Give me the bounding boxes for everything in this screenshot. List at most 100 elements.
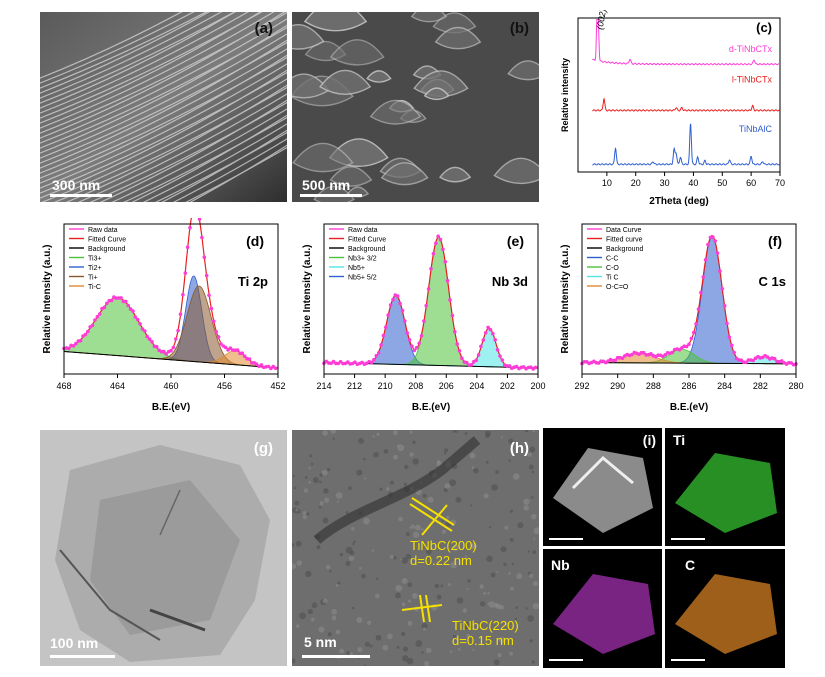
chart-d-ylabel: Relative Intensity (a.u.) (42, 245, 53, 354)
chart-e-frame (323, 223, 539, 375)
chart-f-legend-label-2: Background (606, 246, 643, 253)
panel-tag-h: (h) (509, 440, 529, 457)
chart-c-xtick-label-4: 50 (717, 178, 727, 188)
sem-image-b: (b) 500 nm (292, 12, 539, 202)
eds-mapping-i: (i) Ti Nb C (543, 428, 785, 668)
eds-label-c: C (685, 557, 696, 573)
chart-d-xtick-label-1: 464 (110, 381, 125, 391)
scalebar-a (50, 194, 112, 197)
chart-e-xtick-label-7: 200 (530, 381, 545, 391)
chart-d-element-label: Ti 2p (238, 274, 268, 289)
chart-e-legend-label-0: Raw data (348, 227, 378, 234)
panel-tag-b: (b) (509, 20, 529, 37)
chart-c-xtick-label-2: 30 (660, 178, 670, 188)
scalebar-i-haadf (549, 538, 583, 540)
chart-f-xtick-label-4: 284 (717, 381, 732, 391)
eds-tile-c: C (665, 549, 785, 668)
sem-a-texture (40, 12, 287, 202)
chart-c-ylabel: Relative intensity (560, 58, 570, 132)
chart-e-xlabel: B.E.(eV) (412, 402, 450, 413)
chart-f-legend-label-6: O-C=O (606, 284, 629, 291)
chart-d-legend-label-6: Ti-C (88, 284, 101, 291)
eds-label-ti: Ti (673, 432, 686, 448)
chart-f-xtick-label-1: 290 (610, 381, 625, 391)
chart-f-legend-label-3: C-C (606, 256, 618, 263)
chart-c-series-label-0: d-TiNbCTx (729, 44, 773, 54)
eds-tile-haadf: (i) (543, 428, 662, 546)
chart-xrd-c: 10 20 30 40 50 60 70 2Theta (deg) Relative inten… (560, 10, 785, 207)
chart-e-legend-label-5: Nb5+ 5/2 (348, 275, 377, 282)
chart-c-tag: (c) (756, 20, 772, 35)
chart-d-legend-label-4: Ti2+ (88, 265, 102, 272)
chart-f-xlabel: B.E.(eV) (670, 402, 708, 413)
chart-e-xtick-label-4: 206 (439, 381, 454, 391)
lattice-plane-200: TiNbC(200) (410, 538, 477, 553)
chart-e-legend-label-2: Background (348, 246, 385, 253)
chart-d-xtick-label-4: 452 (270, 381, 285, 391)
chart-f-element-label: C 1s (759, 274, 786, 289)
chart-e-raw-data (322, 234, 538, 371)
chart-c-frame (577, 17, 781, 173)
lattice-annotation-200: TiNbC(200) d=0.22 nm (410, 538, 477, 568)
chart-d-background (63, 350, 279, 369)
lattice-spacing-200: d=0.22 nm (410, 553, 472, 568)
chart-f-xtick-label-5: 282 (753, 381, 768, 391)
scalebar-h (302, 655, 370, 658)
sem-b-texture (292, 12, 539, 202)
chart-e-legend-label-1: Fitted Curve (348, 237, 386, 244)
chart-e-xtick-label-3: 208 (408, 381, 423, 391)
chart-e-tag: (e) (507, 233, 524, 249)
chart-e-legend-label-3: Nb3+ 3/2 (348, 256, 377, 263)
chart-xps-ti2p-d: 468 464 460 456 452 B.E.(eV) Relative Intensit… (42, 218, 286, 413)
scalebar-label-g: 100 nm (50, 635, 99, 651)
chart-e-xtick-label-1: 212 (347, 381, 362, 391)
panel-tag-a: (a) (254, 20, 273, 37)
chart-c-series-1 (592, 97, 780, 112)
eds-tile-nb: Nb (543, 549, 662, 668)
tem-g-texture (40, 430, 287, 666)
chart-d-raw-data (62, 218, 278, 371)
lattice-plane-220: TiNbC(220) (452, 618, 519, 633)
chart-f-xtick-label-6: 280 (788, 381, 803, 391)
scalebar-b (300, 194, 362, 197)
chart-c-xtick-label-3: 40 (688, 178, 698, 188)
chart-e-xtick-label-0: 214 (316, 381, 331, 391)
chart-e-xtick-label-5: 204 (469, 381, 484, 391)
chart-c-series-label-2: TiNbAlC (739, 124, 773, 134)
chart-c-series-0 (592, 19, 781, 66)
scalebar-i-nb (549, 659, 583, 661)
chart-d-legend-label-0: Raw data (88, 227, 118, 234)
chart-f-legend-label-5: Ti C (606, 275, 619, 282)
eds-label-nb: Nb (551, 557, 570, 573)
chart-c-xtick-label-5: 60 (746, 178, 756, 188)
scalebar-g (50, 655, 115, 658)
chart-e-xtick-label-2: 210 (378, 381, 393, 391)
chart-d-legend-label-2: Background (88, 246, 125, 253)
lattice-spacing-220: d=0.15 nm (452, 633, 514, 648)
chart-c-peak-label: (002) (595, 10, 608, 30)
chart-f-legend-label-4: C-O (606, 265, 619, 272)
chart-e-element-label: Nb 3d (492, 274, 528, 289)
chart-e-legend: Raw data Fitted Curve Background Nb3+ 3/2 Nb… (329, 227, 386, 282)
chart-f-xtick-label-2: 288 (646, 381, 661, 391)
scalebar-i-c (671, 659, 705, 661)
eds-tile-ti: Ti (665, 428, 785, 546)
panel-tag-i: (i) (642, 432, 656, 448)
chart-f-background (581, 361, 797, 365)
chart-e-xtick-label-6: 202 (500, 381, 515, 391)
chart-d-tag: (d) (246, 233, 264, 249)
chart-f-legend-label-0: Data Curve (606, 227, 642, 234)
chart-f-raw-data (580, 235, 798, 367)
chart-d-xtick-label-3: 456 (217, 381, 232, 391)
chart-c-series-label-1: l-TiNbCTx (732, 75, 773, 85)
chart-c-xtick-label-1: 20 (631, 178, 641, 188)
hrtem-h-texture (292, 430, 539, 666)
chart-xps-nb3d-e: 214 212 210 208 206 204 202 200 B.E.(eV) Relative… (302, 223, 546, 413)
chart-c-xtick-label-6: 70 (775, 178, 785, 188)
chart-c-series-2 (592, 123, 781, 166)
lattice-annotation-220: TiNbC(220) d=0.15 nm (452, 618, 519, 648)
chart-d-xtick-label-0: 468 (56, 381, 71, 391)
chart-f-xtick-label-0: 292 (574, 381, 589, 391)
chart-d-legend-label-5: Ti+ (88, 275, 98, 282)
chart-d-xlabel: B.E.(eV) (152, 402, 190, 413)
